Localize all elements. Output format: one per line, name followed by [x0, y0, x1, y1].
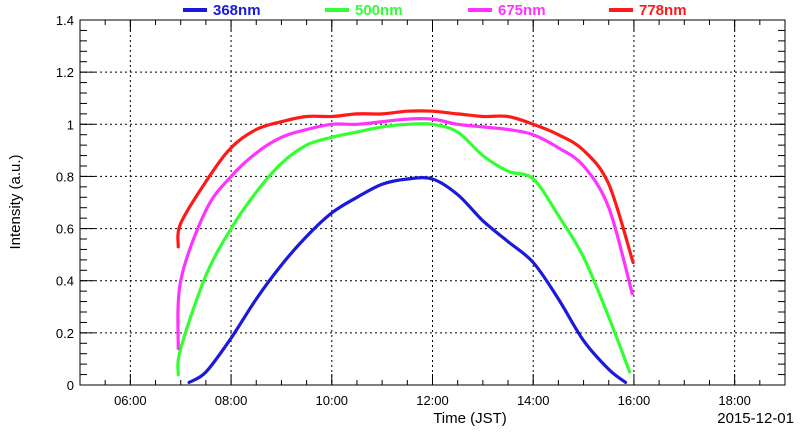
y-axis-title: Intensity (a.u.): [7, 154, 24, 249]
series-line-675nm: [176, 116, 634, 351]
series-line-500nm: [176, 122, 632, 377]
axis-ticks: 06:00 08:00 10:00 12:00 14:00 16:00 18:00 0 0.2 0…: [56, 13, 786, 408]
x-tick-label: 18:00: [718, 393, 751, 408]
y-tick-label: 0: [67, 378, 74, 393]
y-tick-label: 0.2: [56, 326, 74, 341]
legend-label-500nm: 500nm: [355, 2, 403, 19]
series-lines: [176, 109, 635, 384]
y-tick-label: 0.4: [56, 274, 74, 289]
legend: 368nm 500nm 675nm 778nm: [183, 2, 687, 19]
x-axis-title: Time (JST): [433, 410, 507, 427]
x-tick-label: 14:00: [517, 393, 550, 408]
legend-label-778nm: 778nm: [639, 2, 687, 19]
legend-label-675nm: 675nm: [498, 2, 546, 19]
series-line-778nm: [176, 109, 635, 265]
y-tick-label: 0.8: [56, 169, 74, 184]
y-tick-label: 1: [67, 117, 74, 132]
x-tick-label: 08:00: [215, 393, 248, 408]
grid: [80, 20, 785, 385]
y-tick-label: 1.2: [56, 65, 74, 80]
x-tick-label: 10:00: [316, 393, 349, 408]
y-tick-label: 1.4: [56, 13, 74, 28]
y-tick-label: 0.6: [56, 222, 74, 237]
legend-label-368nm: 368nm: [213, 2, 261, 19]
date-label: 2015-12-01: [717, 410, 794, 427]
x-tick-label: 16:00: [618, 393, 651, 408]
x-tick-label: 12:00: [416, 393, 449, 408]
x-tick-label: 06:00: [114, 393, 147, 408]
series-line-368nm: [187, 176, 628, 384]
